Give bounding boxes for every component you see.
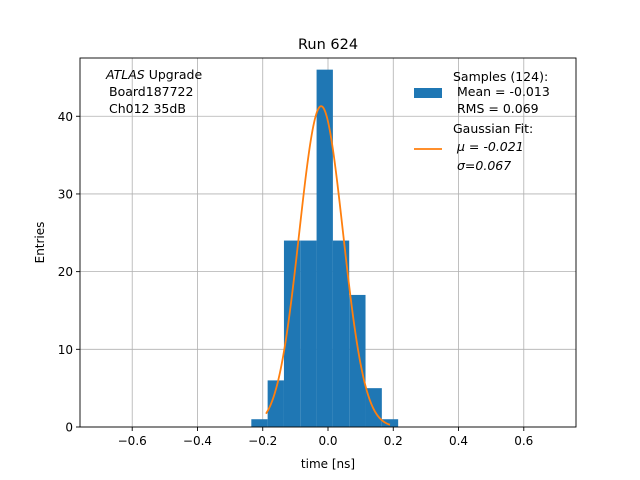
legend-samples-line-3: RMS = 0.069 — [457, 101, 539, 116]
y-tick-label-1: 10 — [58, 343, 73, 357]
x-tick-label-6: 0.6 — [514, 434, 533, 448]
legend: Samples (124): Mean = -0.013 RMS = 0.069… — [414, 69, 550, 173]
histogram-bar-3 — [300, 240, 317, 427]
legend-fit-line-1: Gaussian Fit: — [453, 121, 533, 136]
legend-samples-line-2: Mean = -0.013 — [457, 84, 550, 99]
histogram-bar-5 — [332, 240, 350, 427]
histogram-bar-0 — [251, 419, 268, 427]
annotation-atlas-word: ATLAS — [105, 67, 145, 82]
y-axis-label: Entries — [33, 222, 47, 264]
x-tick-label-4: 0.2 — [384, 434, 403, 448]
legend-samples-line-1: Samples (124): — [453, 69, 548, 84]
x-tick-label-0: −0.6 — [118, 434, 147, 448]
annotation-line-3: Ch012 35dB — [109, 101, 186, 116]
annotation-upgrade-word: Upgrade — [145, 67, 203, 82]
histogram-bar-6 — [349, 294, 366, 427]
histogram-bar-8 — [381, 419, 399, 427]
y-tick-label-4: 40 — [58, 110, 73, 124]
x-axis-label: time [ns] — [301, 457, 355, 471]
x-axis-ticks: −0.6 −0.4 −0.2 0.0 0.2 0.4 0.6 — [118, 427, 533, 448]
annotation-line-1: ATLAS Upgrade — [105, 67, 202, 82]
y-axis-ticks: 0 10 20 30 40 — [58, 110, 80, 435]
histogram-bar-1 — [267, 380, 284, 427]
y-tick-label-0: 0 — [65, 421, 73, 435]
x-tick-label-3: 0.0 — [318, 434, 337, 448]
annotation-line-2: Board187722 — [109, 84, 193, 99]
gaussian-fit-curve — [265, 105, 391, 426]
chart-title: Run 624 — [298, 37, 358, 53]
y-tick-label-2: 20 — [58, 265, 73, 279]
histogram-bar-2 — [283, 240, 301, 427]
x-tick-label-2: −0.2 — [248, 434, 277, 448]
legend-fit-line-3: σ=0.067 — [457, 158, 511, 173]
legend-fit-line-2: μ = -0.021 — [456, 139, 524, 154]
legend-samples-swatch — [414, 88, 442, 98]
atlas-annotation: ATLAS Upgrade Board187722 Ch012 35dB — [105, 67, 202, 116]
y-tick-label-3: 30 — [58, 187, 73, 201]
x-tick-label-5: 0.4 — [449, 434, 468, 448]
histogram-bar-4 — [316, 69, 333, 427]
x-tick-label-1: −0.4 — [183, 434, 212, 448]
histogram-bars — [251, 69, 399, 427]
